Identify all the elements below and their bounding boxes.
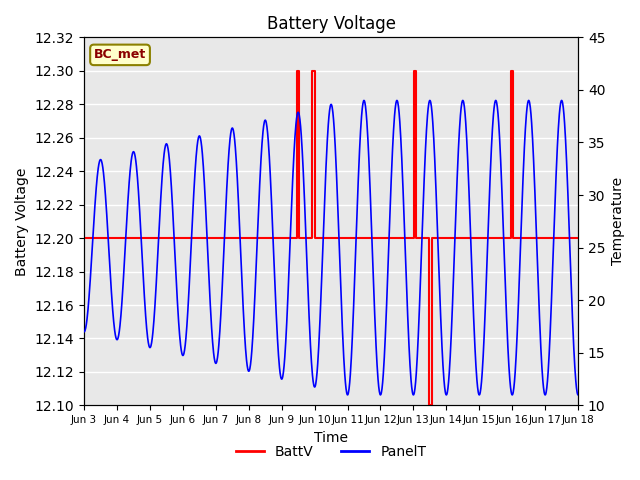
Text: BC_met: BC_met [94,48,146,61]
Y-axis label: Battery Voltage: Battery Voltage [15,167,29,276]
Title: Battery Voltage: Battery Voltage [267,15,396,33]
Y-axis label: Temperature: Temperature [611,177,625,265]
X-axis label: Time: Time [314,431,348,444]
Legend: BattV, PanelT: BattV, PanelT [230,440,432,465]
